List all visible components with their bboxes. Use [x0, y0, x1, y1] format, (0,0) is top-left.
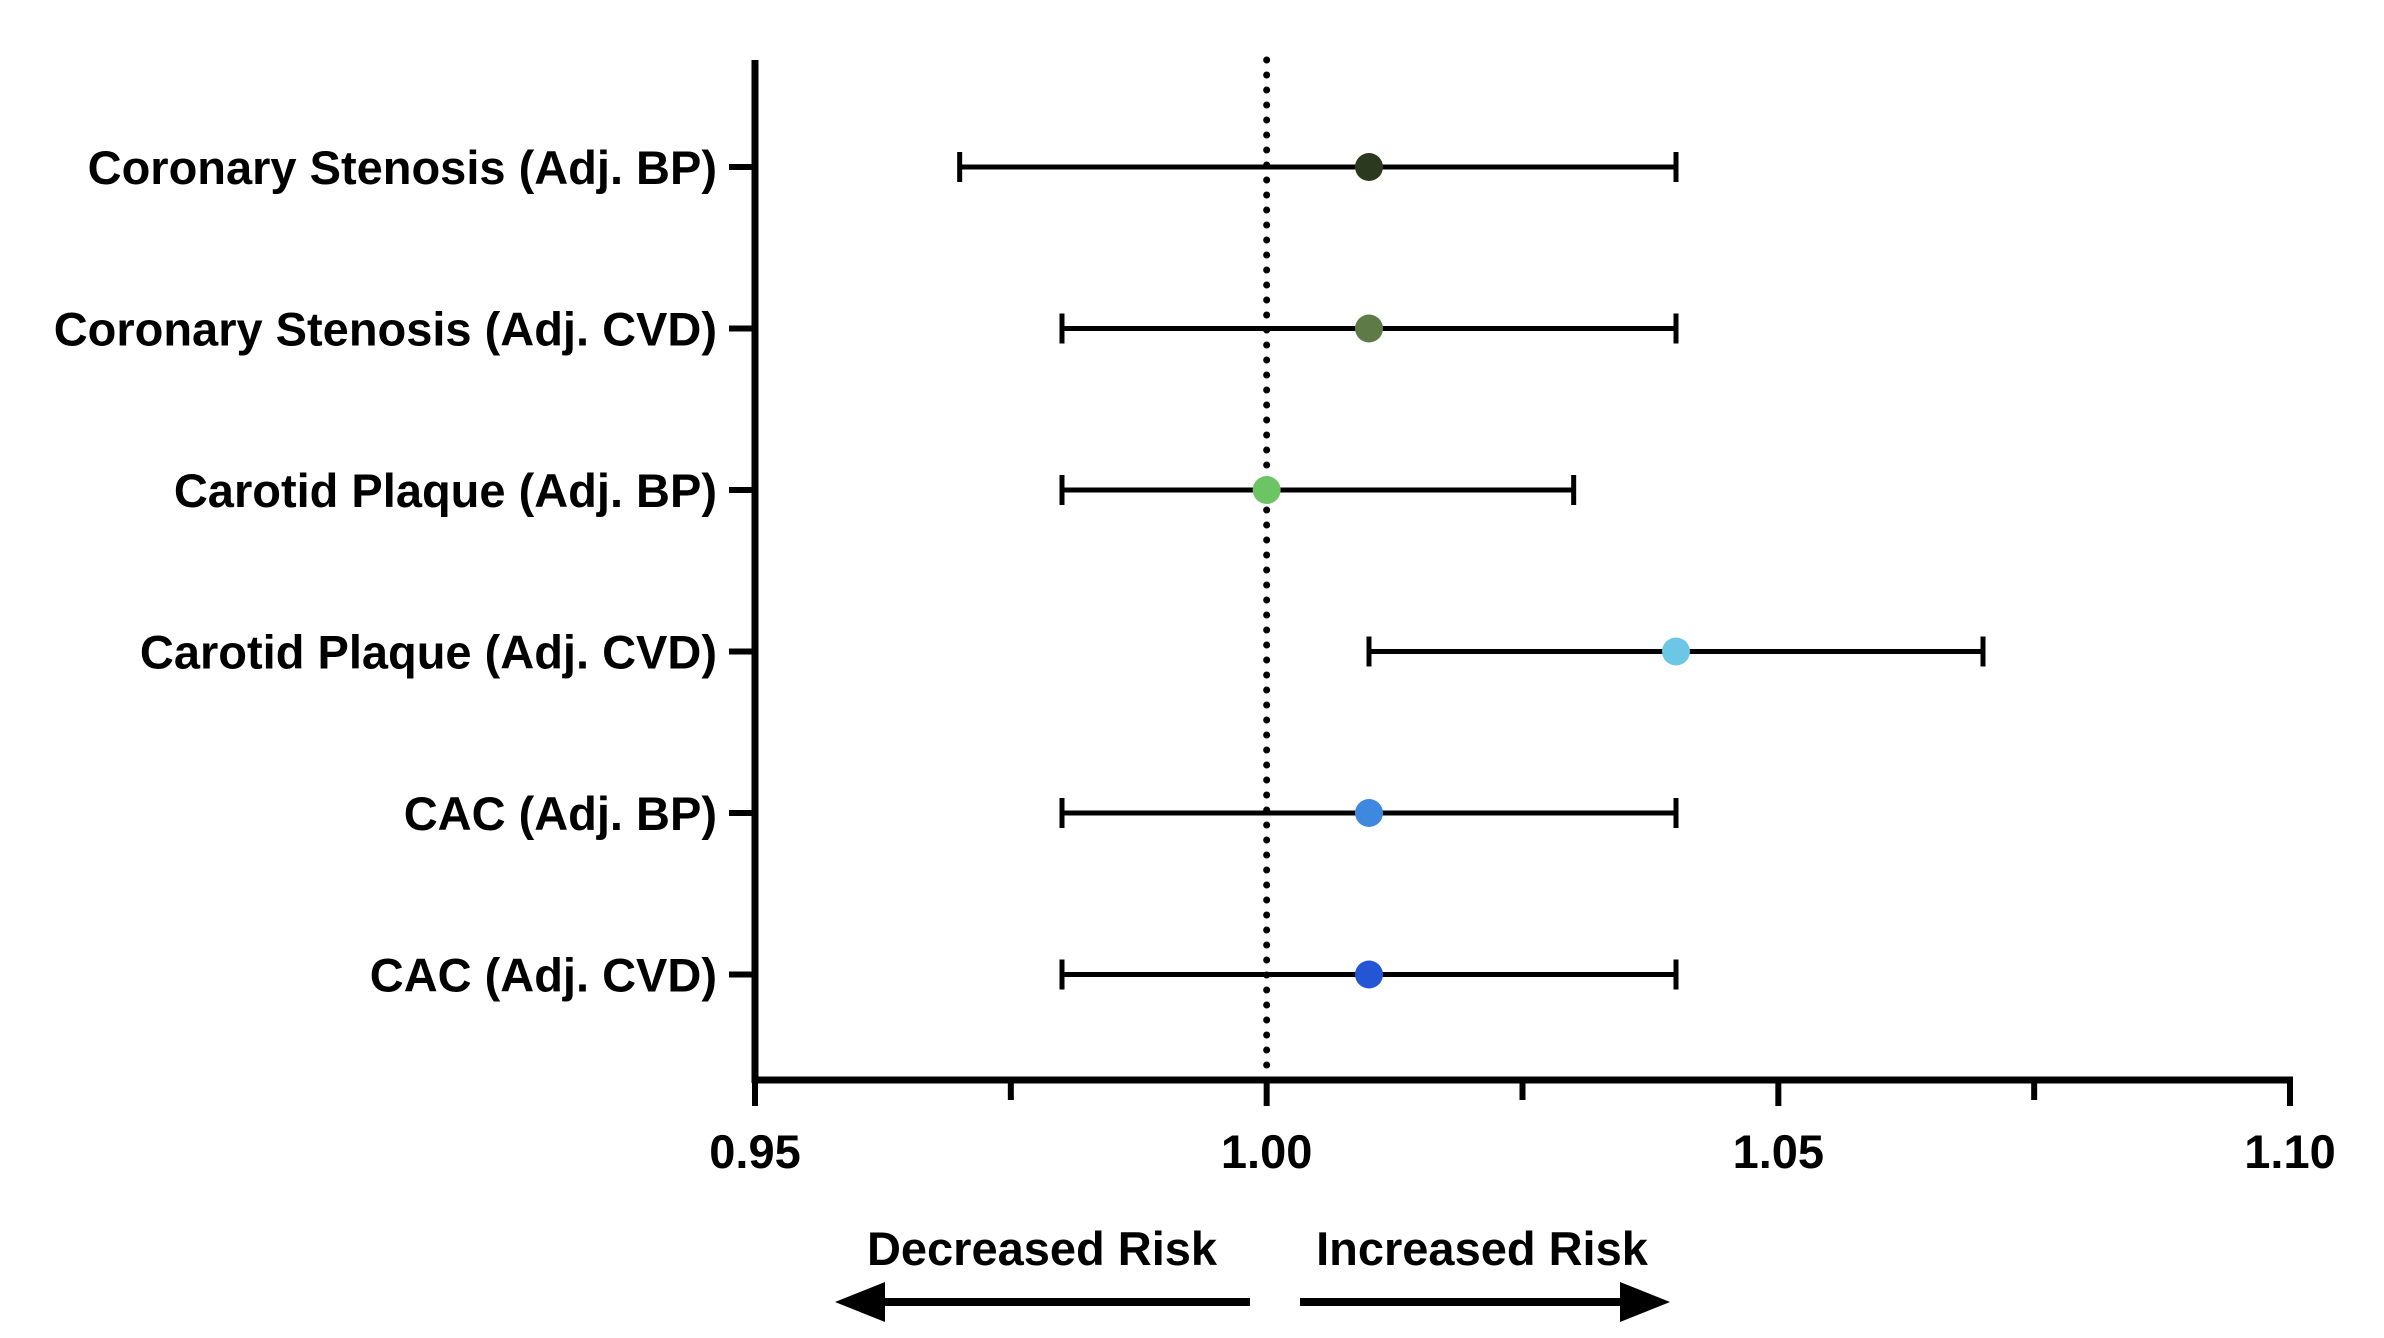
point-estimate — [1252, 476, 1281, 504]
risk-annotations: Decreased Risk Increased Risk — [835, 1222, 1670, 1322]
forest-row: Coronary Stenosis (Adj. BP) — [88, 141, 1679, 194]
x-tick-label: 1.00 — [1221, 1125, 1312, 1178]
category-label: Carotid Plaque (Adj. CVD) — [140, 626, 717, 679]
right-arrow-icon — [1300, 1282, 1670, 1322]
decreased-risk-label: Decreased Risk — [867, 1222, 1218, 1275]
category-label: CAC (Adj. CVD) — [370, 949, 717, 1002]
x-tick-label: 1.10 — [2244, 1125, 2335, 1178]
forest-row: Coronary Stenosis (Adj. CVD) — [54, 303, 1679, 356]
increased-risk-label: Increased Risk — [1316, 1222, 1649, 1275]
forest-row: CAC (Adj. BP) — [404, 787, 1679, 840]
x-axis-ticks: 0.95 1.00 1.05 1.10 — [709, 1080, 2336, 1178]
axes — [751, 60, 2293, 1084]
category-label: Coronary Stenosis (Adj. BP) — [88, 141, 717, 194]
forest-row: CAC (Adj. CVD) — [370, 949, 1679, 1002]
x-tick-label: 1.05 — [1733, 1125, 1824, 1178]
forest-row: Carotid Plaque (Adj. BP) — [174, 464, 1577, 517]
category-label: Coronary Stenosis (Adj. CVD) — [54, 303, 717, 356]
left-arrow-icon — [835, 1282, 1250, 1322]
point-estimate — [1355, 799, 1383, 827]
x-tick-label: 0.95 — [709, 1125, 800, 1178]
category-label: CAC (Adj. BP) — [404, 787, 717, 840]
forest-row: Carotid Plaque (Adj. CVD) — [140, 626, 1986, 679]
category-label: Carotid Plaque (Adj. BP) — [174, 464, 717, 517]
point-estimate — [1355, 960, 1383, 989]
data-rows: Coronary Stenosis (Adj. BP) Coronary Sten… — [54, 141, 1986, 1002]
point-estimate — [1355, 314, 1383, 343]
point-estimate — [1662, 637, 1690, 666]
point-estimate — [1355, 153, 1383, 181]
